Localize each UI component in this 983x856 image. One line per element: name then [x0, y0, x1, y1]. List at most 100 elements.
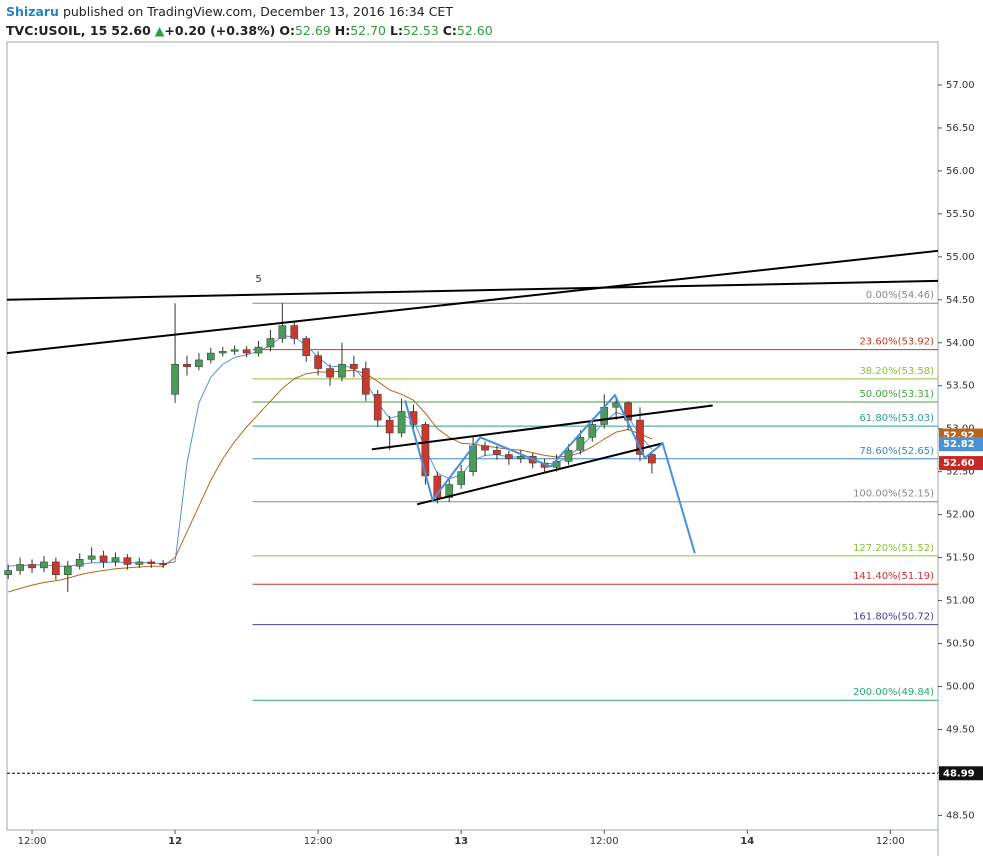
price-tag-bg [939, 456, 983, 471]
y-tick-label: 56.50 [946, 123, 975, 134]
candle-body [195, 359, 203, 368]
author[interactable]: Shizaru [6, 4, 59, 19]
candle-body [4, 570, 13, 576]
fib-label: 141.40%(51.19) [853, 571, 934, 582]
pattern-line [404, 393, 696, 554]
candle-body [28, 564, 36, 569]
candle-body [636, 419, 644, 455]
fib-label: 100.00%(52.15) [853, 489, 934, 500]
candle-body [135, 561, 144, 565]
candle-body [99, 555, 108, 563]
candle-body [111, 557, 120, 563]
fib-label: 50.00%(53.31) [859, 389, 934, 400]
candle-body [87, 555, 96, 560]
x-tick-label: 12:00 [590, 836, 619, 847]
fib-label: 38.20%(53.58) [859, 366, 934, 377]
y-tick-label: 57.00 [946, 80, 975, 91]
y-tick-label: 56.00 [946, 166, 975, 177]
arrow: ▲ [154, 23, 165, 38]
price-tag: 48.99 [943, 768, 975, 779]
ohlc-key: H: [334, 23, 351, 38]
y-tick-label: 51.00 [946, 596, 975, 607]
y-tick-label: 53.50 [946, 381, 975, 392]
candle-body [290, 325, 299, 339]
y-tick-label: 54.50 [946, 295, 975, 306]
trendline [6, 249, 939, 355]
price-tag-bg [939, 766, 983, 781]
candle-body [230, 349, 239, 352]
ohlc-key: C: [442, 23, 457, 38]
quote-line: TVC:USOIL, 15 52.60 ▲+0.20 (+0.38%) O:52… [6, 21, 493, 40]
candle-body [171, 363, 179, 395]
candle-body [254, 346, 263, 354]
y-tick-label: 52.00 [946, 510, 975, 521]
trendline [371, 404, 713, 451]
candle-body [493, 449, 501, 455]
y-tick-label: 48.50 [946, 810, 975, 821]
y-tick-label: 50.00 [946, 681, 975, 692]
candle-body [516, 455, 525, 460]
candle-body [278, 325, 287, 339]
fib-label: 200.00%(49.84) [853, 687, 934, 698]
last: 52.60 [111, 23, 151, 38]
fib-label: 61.80%(53.03) [859, 413, 934, 424]
y-tick-label: 52.50 [946, 467, 975, 478]
change: +0.20 (+0.38%) [164, 23, 276, 38]
candle-body [361, 368, 370, 395]
ohlc-key: O: [279, 23, 295, 38]
candle-body [433, 475, 442, 498]
candle-body [588, 424, 597, 438]
candle-body [242, 349, 251, 354]
candle-body [123, 557, 132, 565]
candle-body [52, 561, 60, 576]
candle-body [326, 368, 334, 378]
candle-body [266, 338, 275, 348]
candle-body [159, 563, 167, 565]
ohlc-key: L: [389, 23, 403, 38]
ohlc-value: 52.60 [456, 23, 493, 38]
trendline [416, 442, 663, 506]
y-tick-label: 55.50 [946, 209, 975, 220]
x-tick-label: 12:00 [876, 836, 905, 847]
candle-body [147, 561, 156, 564]
candle-body [40, 561, 48, 569]
symbol: TVC:USOIL, 15 [6, 23, 108, 38]
candle-body [183, 363, 191, 368]
candle-body [207, 352, 215, 361]
x-tick-label: 12:00 [304, 836, 333, 847]
candle-body [350, 363, 358, 369]
publish-line: Shizaru published on TradingView.com, De… [6, 2, 493, 21]
candle-body [75, 559, 84, 567]
candle-body [648, 454, 656, 464]
candle-body [445, 484, 454, 498]
x-tick-label: 13 [454, 836, 468, 847]
candle-body [505, 454, 513, 460]
candle-body [457, 471, 466, 485]
ohlc-value: 52.69 [294, 23, 331, 38]
candle-body [63, 565, 72, 576]
y-tick-label: 50.50 [946, 639, 975, 650]
candle-body [314, 355, 322, 369]
fib-label: 23.60%(53.92) [859, 337, 934, 348]
x-tick-label: 14 [740, 836, 754, 847]
y-tick-label: 54.00 [946, 338, 975, 349]
published: published on TradingView.com, December 1… [62, 4, 453, 19]
candle-body [481, 445, 489, 451]
candle-body [338, 363, 346, 378]
fib-label: 161.80%(50.72) [853, 612, 934, 623]
trendline [6, 279, 939, 301]
candle-body [564, 449, 573, 462]
fib-label: 127.20%(51.52) [853, 543, 934, 554]
fib-label: 0.00%(54.46) [866, 290, 934, 301]
annotation: 5 [255, 274, 261, 285]
y-tick-label: 55.00 [946, 252, 975, 263]
price-tag: 52.82 [943, 439, 975, 450]
y-tick-label: 49.50 [946, 724, 975, 735]
candle-body [302, 338, 311, 356]
candle-body [624, 402, 632, 421]
candle-body [16, 564, 24, 571]
candle-body [218, 351, 227, 354]
candle-body [373, 394, 382, 421]
